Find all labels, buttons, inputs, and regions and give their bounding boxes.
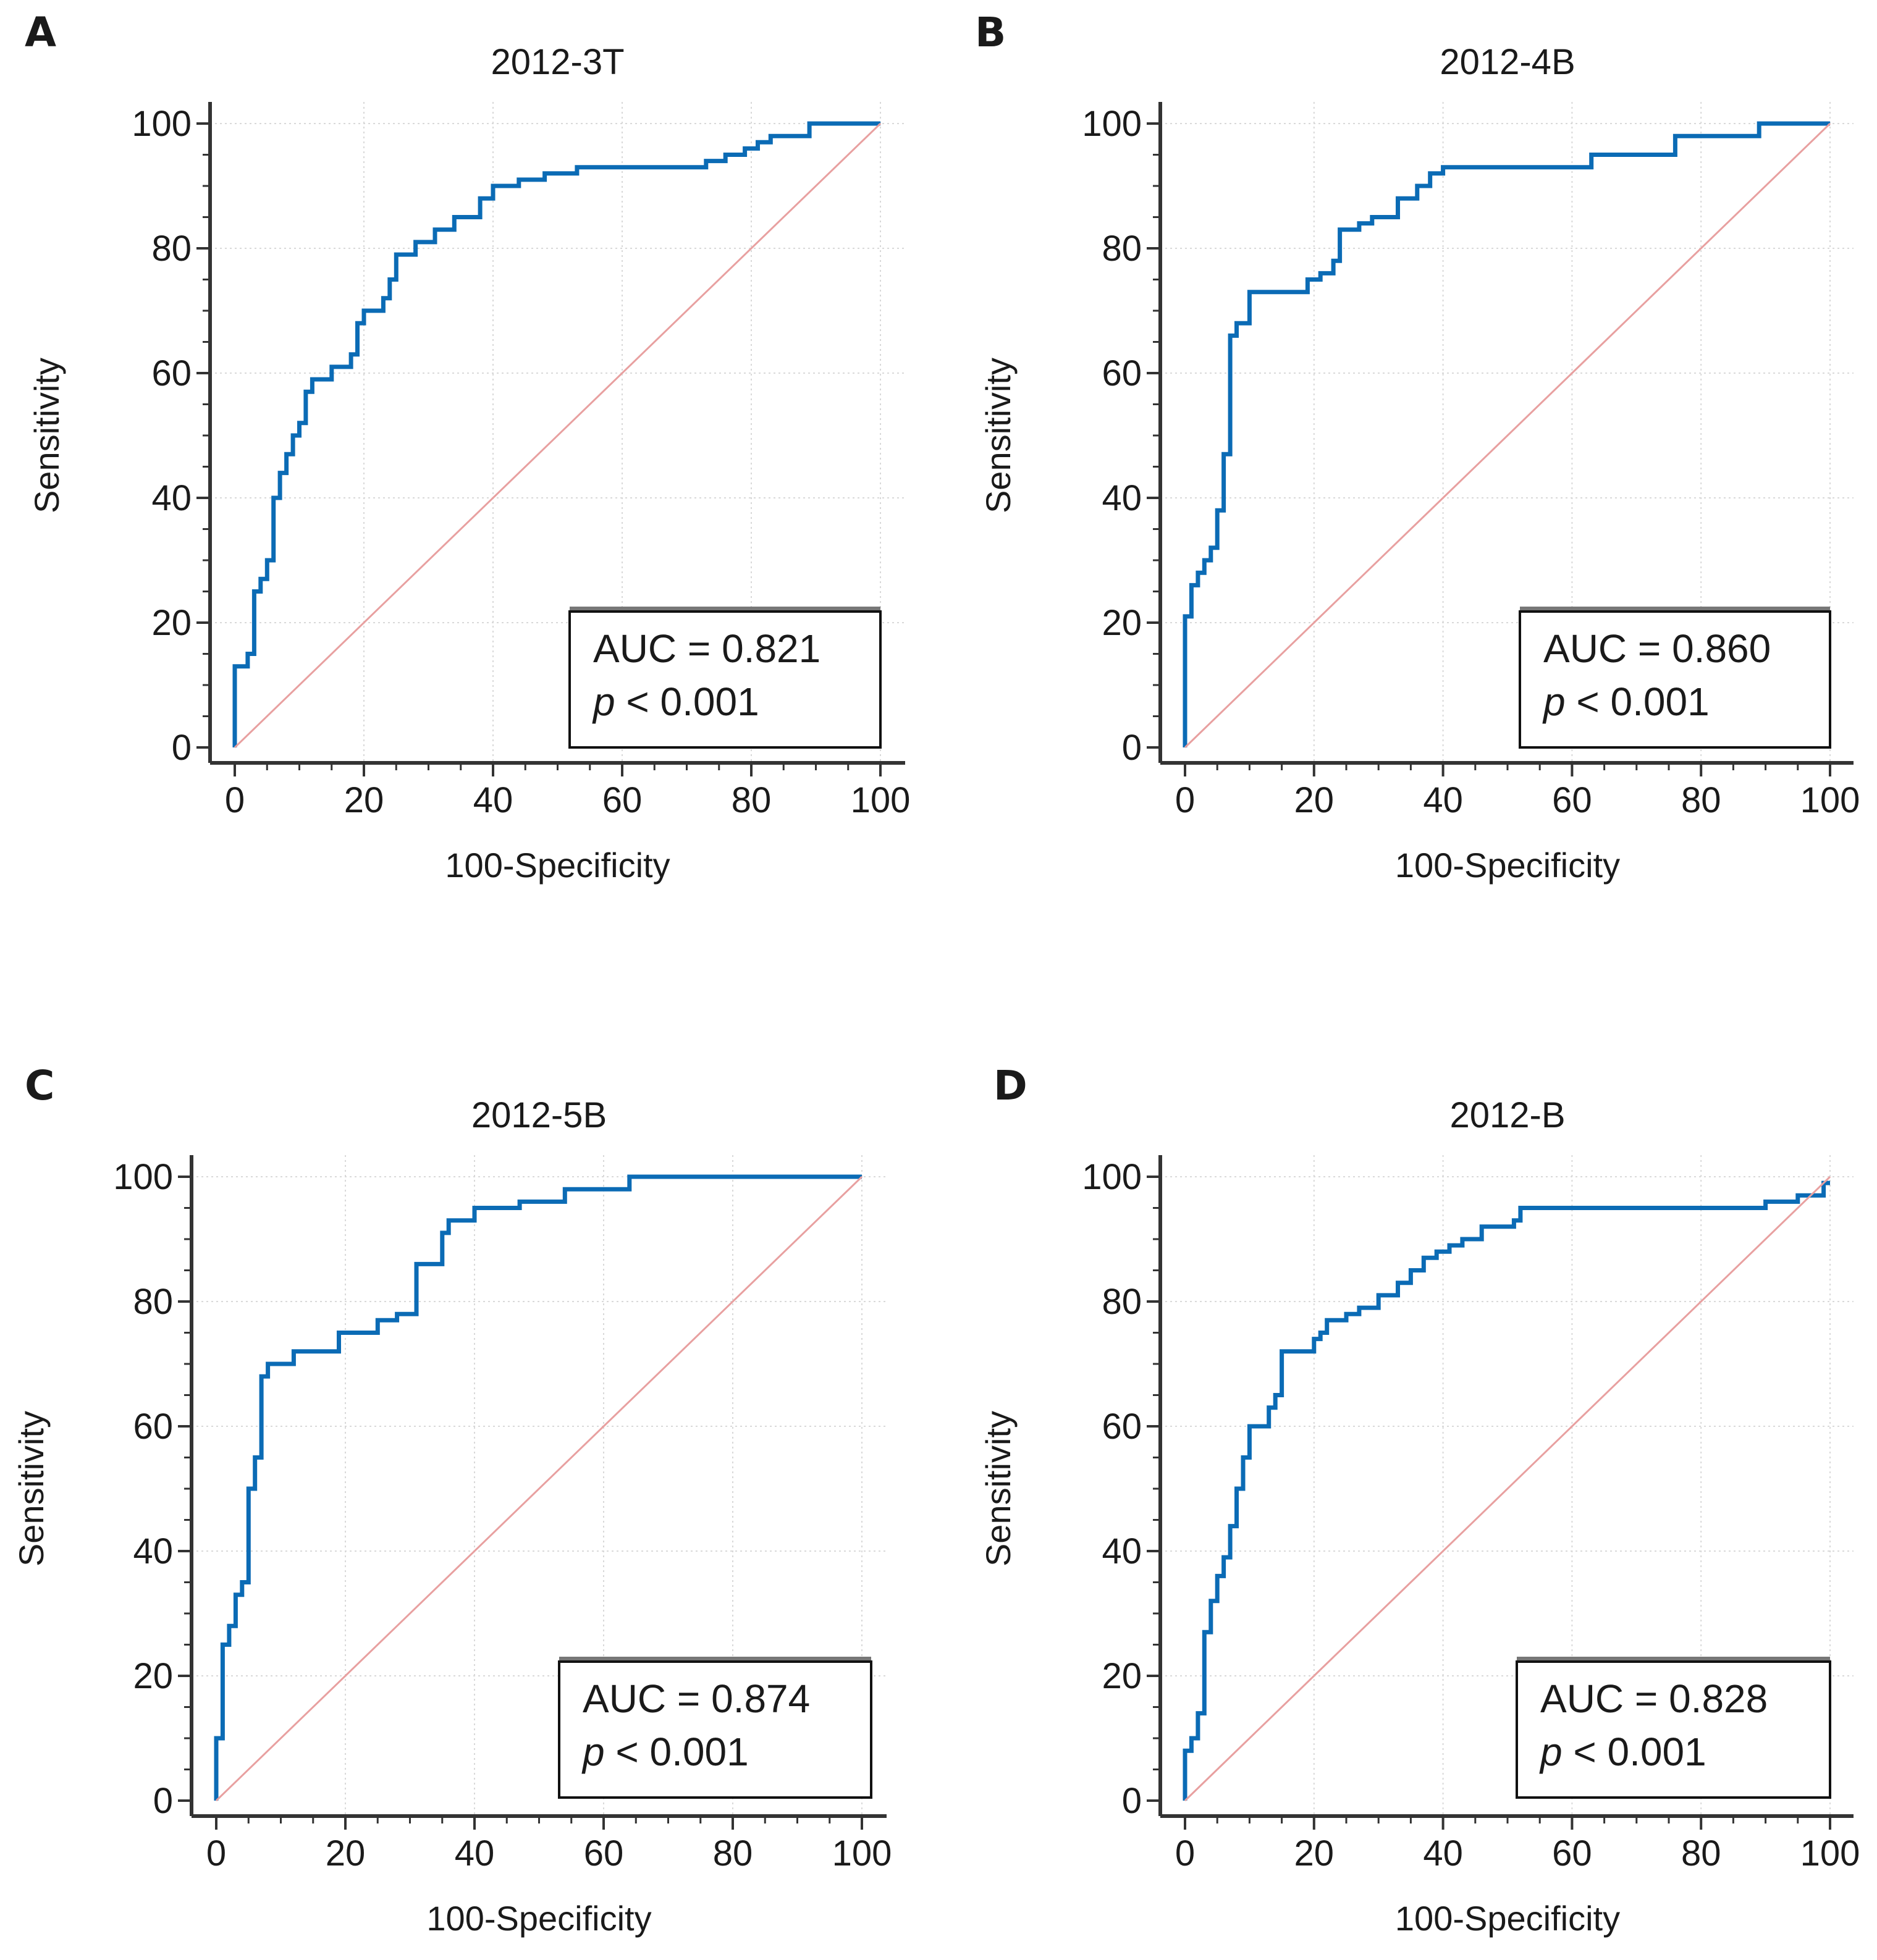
x-tick-label: 100	[1800, 780, 1860, 820]
chart-title: 2012-5B	[471, 1095, 607, 1135]
y-tick-label: 0	[153, 1781, 173, 1821]
y-tick-label: 20	[1102, 1656, 1142, 1696]
auc-value: AUC = 0.828	[1540, 1676, 1768, 1721]
auc-value: AUC = 0.874	[583, 1676, 810, 1721]
auc-box	[1516, 1660, 1831, 1799]
chart-title: 2012-3T	[491, 42, 624, 82]
x-axis-label: 100-Specificity	[1395, 846, 1620, 885]
reference-diagonal-line	[215, 1176, 863, 1802]
chart-panel-b: B 2012-4B 0 20 40 60 80 100 0 20 40 60 80 100 100-Spec…	[975, 9, 1860, 885]
y-tick-label: 20	[1102, 603, 1142, 643]
x-tick-label: 100	[832, 1833, 892, 1874]
y-tick-label: 80	[133, 1282, 173, 1322]
auc-value: AUC = 0.821	[593, 626, 820, 671]
p-symbol: p	[581, 1730, 605, 1774]
y-tick-label: 60	[1102, 1407, 1142, 1447]
p-value: p < 0.001	[1542, 679, 1710, 724]
p-value: p < 0.001	[592, 679, 759, 724]
roc-curve-line	[1183, 121, 1830, 747]
panel-letter: D	[993, 1062, 1027, 1109]
x-tick-label: 0	[206, 1833, 226, 1874]
chart-panel-d: D 2012-B 0 20 40 60 80 100 0 20 40 60 80 100 100-Speci…	[979, 1062, 1860, 1938]
y-tick-label: 100	[113, 1157, 173, 1197]
auc-box	[1519, 610, 1831, 749]
roc-curve-line	[214, 1174, 862, 1801]
x-tick-label: 80	[713, 1833, 753, 1874]
panel-letter: C	[25, 1062, 54, 1109]
p-value: p < 0.001	[581, 1730, 749, 1774]
y-tick-label: 0	[1122, 728, 1142, 768]
reference-diagonal-line	[1184, 122, 1831, 749]
x-axis-label: 100-Specificity	[1395, 1899, 1620, 1938]
y-tick-label: 20	[133, 1656, 173, 1696]
y-tick-label: 80	[151, 229, 192, 269]
x-tick-label: 40	[1423, 780, 1463, 820]
reference-diagonal-line	[1184, 1176, 1831, 1802]
x-tick-label: 40	[455, 1833, 495, 1874]
p-threshold: < 0.001	[605, 1730, 749, 1774]
auc-value: AUC = 0.860	[1543, 626, 1771, 671]
p-symbol: p	[592, 679, 615, 724]
chart-panel-c: C 2012-5B 0 20 40 60 80 100 0 20 40 60 80 100 100-Spec…	[12, 1062, 892, 1938]
chart-title: 2012-4B	[1440, 42, 1575, 82]
auc-box	[568, 610, 882, 749]
x-tick-label: 20	[1294, 1833, 1335, 1874]
y-tick-label: 100	[1082, 1157, 1142, 1197]
y-tick-label: 80	[1102, 229, 1142, 269]
chart-panel-a: A 2012-3T 0 20 40 60 80 100 0 20 40 60 80 100 100-Spec…	[25, 9, 910, 885]
p-symbol: p	[1539, 1730, 1563, 1774]
y-tick-label: 60	[133, 1407, 173, 1447]
x-tick-label: 100	[851, 780, 911, 820]
y-tick-label: 80	[1102, 1282, 1142, 1322]
y-axis-label: Sensitivity	[979, 1411, 1018, 1567]
panel-letter: A	[25, 9, 56, 56]
roc-curve-line	[232, 121, 880, 747]
panel-letter: B	[975, 9, 1006, 56]
x-tick-label: 60	[602, 780, 643, 820]
p-threshold: < 0.001	[615, 679, 759, 724]
y-tick-label: 0	[172, 728, 192, 768]
x-tick-label: 0	[1175, 1833, 1195, 1874]
auc-box	[558, 1660, 872, 1799]
p-threshold: < 0.001	[1566, 679, 1710, 724]
x-tick-label: 80	[1681, 1833, 1721, 1874]
reference-diagonal-line	[234, 122, 882, 749]
chart-title: 2012-B	[1449, 1095, 1565, 1135]
x-tick-label: 40	[473, 780, 513, 820]
p-symbol: p	[1542, 679, 1566, 724]
y-tick-label: 100	[132, 104, 192, 144]
y-tick-label: 40	[133, 1531, 173, 1571]
y-tick-label: 100	[1082, 104, 1142, 144]
x-tick-label: 100	[1800, 1833, 1860, 1874]
y-tick-label: 0	[1122, 1781, 1142, 1821]
p-value: p < 0.001	[1539, 1730, 1706, 1774]
p-threshold: < 0.001	[1563, 1730, 1706, 1774]
x-tick-label: 0	[225, 780, 245, 820]
x-tick-label: 0	[1175, 780, 1195, 820]
roc-curve-line	[1183, 1180, 1830, 1801]
x-tick-label: 20	[344, 780, 384, 820]
y-tick-label: 40	[151, 478, 192, 518]
y-axis-label: Sensitivity	[12, 1411, 51, 1567]
x-tick-label: 60	[1552, 780, 1592, 820]
y-axis-label: Sensitivity	[27, 358, 66, 513]
x-tick-label: 60	[1552, 1833, 1592, 1874]
x-tick-label: 20	[326, 1833, 366, 1874]
y-tick-label: 40	[1102, 1531, 1142, 1571]
y-tick-label: 40	[1102, 478, 1142, 518]
y-tick-label: 60	[151, 353, 192, 393]
x-tick-label: 80	[1681, 780, 1721, 820]
x-axis-label: 100-Specificity	[426, 1899, 651, 1938]
x-axis-label: 100-Specificity	[445, 846, 670, 885]
x-tick-label: 80	[732, 780, 772, 820]
y-tick-label: 20	[151, 603, 192, 643]
x-tick-label: 60	[584, 1833, 624, 1874]
x-tick-label: 40	[1423, 1833, 1463, 1874]
x-tick-label: 20	[1294, 780, 1335, 820]
y-axis-label: Sensitivity	[979, 358, 1018, 513]
y-tick-label: 60	[1102, 353, 1142, 393]
